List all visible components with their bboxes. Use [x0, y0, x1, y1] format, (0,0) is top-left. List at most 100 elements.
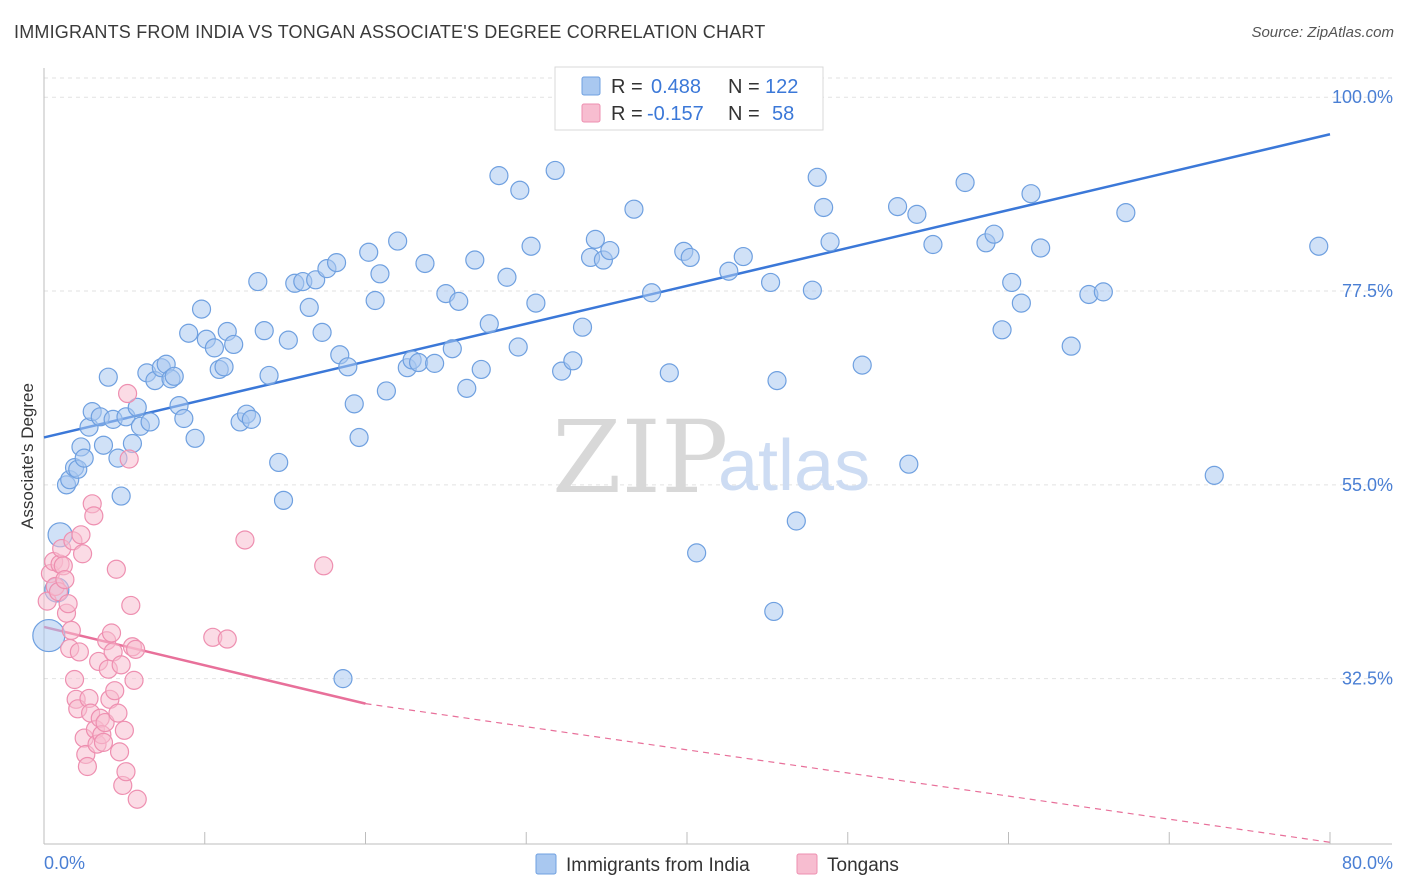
- india-data-point: [204, 338, 224, 358]
- india-data-point: [359, 242, 379, 262]
- india-data-point: [642, 283, 662, 303]
- india-data-point: [140, 412, 160, 432]
- bottom-legend-swatch-tongan: [796, 853, 818, 875]
- india-data-point: [508, 337, 528, 357]
- india-data-point: [471, 359, 491, 380]
- tongan-data-point: [58, 594, 78, 614]
- tongan-data-point: [77, 756, 98, 777]
- india-data-point: [32, 618, 66, 653]
- data-points: [32, 160, 1329, 809]
- legend-n-label-tongan: N =: [728, 103, 760, 125]
- tongan-data-point: [61, 620, 81, 641]
- india-data-point: [992, 320, 1012, 340]
- x-tick-label: 0.0%: [44, 853, 85, 873]
- tongan-data-point: [93, 732, 114, 752]
- tongan-data-point: [106, 559, 126, 579]
- india-data-point: [1021, 184, 1041, 204]
- india-data-point: [887, 197, 908, 217]
- india-data-point: [1093, 282, 1113, 302]
- tongan-data-point: [235, 530, 255, 550]
- tongan-data-point: [119, 449, 139, 469]
- india-data-point: [719, 261, 739, 281]
- tongan-data-point: [101, 623, 122, 643]
- legend-n-label-india: N =: [728, 76, 760, 98]
- india-data-point: [376, 381, 396, 401]
- india-data-point: [510, 180, 530, 200]
- india-data-point: [248, 271, 268, 292]
- india-data-point: [899, 454, 919, 474]
- india-data-point: [269, 452, 289, 473]
- india-data-point: [802, 280, 822, 300]
- india-data-point: [185, 428, 205, 448]
- tongan-data-point: [124, 670, 144, 690]
- legend-r-label-india: R =: [611, 76, 643, 98]
- india-data-point: [111, 486, 131, 506]
- india-data-point: [254, 321, 274, 341]
- india-data-point: [465, 250, 485, 270]
- india-data-point: [1002, 272, 1022, 293]
- india-data-point: [449, 291, 469, 311]
- india-data-point: [370, 264, 390, 284]
- tongan-data-point: [105, 681, 125, 701]
- y-tick-label: 100.0%: [1332, 87, 1393, 107]
- tongan-data-point: [95, 712, 115, 733]
- india-data-point: [572, 317, 593, 337]
- tongan-data-point: [109, 742, 130, 762]
- chart-title: IMMIGRANTS FROM INDIA VS TONGAN ASSOCIAT…: [14, 22, 766, 42]
- india-data-point: [442, 339, 462, 359]
- india-data-point: [127, 397, 147, 417]
- tongan-data-point: [64, 669, 85, 690]
- india-data-point: [733, 246, 753, 267]
- india-data-point: [820, 232, 840, 252]
- tongan-data-point: [127, 789, 147, 809]
- india-data-point: [457, 378, 477, 398]
- tongan-data-point: [121, 595, 141, 616]
- india-data-point: [259, 365, 279, 386]
- india-data-point: [984, 224, 1004, 244]
- correlation-legend: R = 0.488 N = 122 R = -0.157 N = 58: [554, 66, 824, 131]
- tongan-data-point: [84, 506, 104, 526]
- tongan-data-point: [108, 703, 128, 723]
- india-data-point: [1116, 203, 1136, 223]
- series-legend: Immigrants from India Tongans: [535, 853, 899, 876]
- india-data-point: [278, 330, 298, 350]
- india-data-point: [214, 357, 234, 377]
- legend-swatch-tongan: [581, 103, 601, 123]
- legend-r-value-india: 0.488: [651, 76, 701, 98]
- india-data-point: [174, 408, 194, 429]
- india-data-point: [179, 323, 199, 343]
- tongan-data-point: [72, 544, 93, 564]
- india-data-point: [764, 601, 784, 622]
- india-data-point: [164, 366, 184, 386]
- tongan-data-point: [71, 525, 91, 545]
- india-data-point: [299, 297, 319, 317]
- india-data-point: [907, 204, 927, 224]
- india-data-point: [98, 367, 118, 387]
- india-data-point: [122, 433, 143, 454]
- tongan-data-point: [117, 383, 138, 404]
- india-data-point: [349, 427, 369, 448]
- india-data-point: [1011, 293, 1031, 313]
- india-data-point: [273, 490, 294, 510]
- legend-r-value-tongan: -0.157: [647, 103, 704, 125]
- india-data-point: [326, 253, 347, 273]
- india-data-point: [1061, 336, 1081, 356]
- india-data-point: [624, 199, 644, 219]
- india-data-point: [1031, 238, 1051, 258]
- india-data-point: [600, 240, 620, 261]
- india-data-point: [312, 322, 332, 342]
- tongan-data-point: [126, 639, 146, 659]
- bottom-legend-label-india: Immigrants from India: [566, 855, 750, 876]
- india-data-point: [479, 314, 499, 334]
- india-data-point: [814, 197, 834, 218]
- tongan-data-point: [55, 569, 75, 590]
- india-data-point: [545, 160, 565, 181]
- tick-labels: 100.0% 77.5% 55.0% 32.5% 0.0% 80.0%: [44, 87, 1393, 873]
- india-data-point: [344, 394, 364, 414]
- tongan-data-point: [114, 720, 134, 740]
- legend-n-value-india: 122: [765, 76, 798, 98]
- india-data-point: [338, 357, 358, 377]
- india-data-point: [687, 543, 707, 563]
- x-tick-label: 80.0%: [1342, 853, 1393, 873]
